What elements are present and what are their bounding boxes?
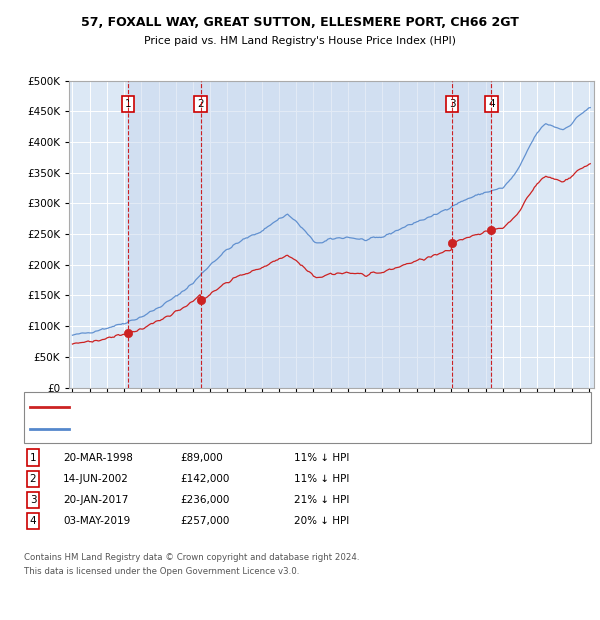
Text: 3: 3 [29,495,37,505]
Text: 2: 2 [29,474,37,484]
Bar [452,81,491,388]
Text: This data is licensed under the Open Government Licence v3.0.: This data is licensed under the Open Gov… [24,567,299,577]
Text: 20-JAN-2017: 20-JAN-2017 [63,495,128,505]
Text: £89,000: £89,000 [180,453,223,463]
Text: HPI: Average price, detached house, Cheshire West and Chester: HPI: Average price, detached house, Ches… [75,424,389,434]
Text: 1: 1 [125,99,131,109]
Text: 2: 2 [197,99,204,109]
Text: 20% ↓ HPI: 20% ↓ HPI [294,516,349,526]
Text: 57, FOXALL WAY, GREAT SUTTON, ELLESMERE PORT, CH66 2GT: 57, FOXALL WAY, GREAT SUTTON, ELLESMERE … [81,16,519,29]
Text: Price paid vs. HM Land Registry's House Price Index (HPI): Price paid vs. HM Land Registry's House … [144,36,456,46]
Text: 1: 1 [29,453,37,463]
Text: 4: 4 [29,516,37,526]
Bar [128,81,200,388]
Text: £257,000: £257,000 [180,516,229,526]
Text: 4: 4 [488,99,495,109]
Text: £236,000: £236,000 [180,495,229,505]
Text: 20-MAR-1998: 20-MAR-1998 [63,453,133,463]
Text: £142,000: £142,000 [180,474,229,484]
Text: 11% ↓ HPI: 11% ↓ HPI [294,474,349,484]
Text: 57, FOXALL WAY, GREAT SUTTON, ELLESMERE PORT, CH66 2GT (detached house): 57, FOXALL WAY, GREAT SUTTON, ELLESMERE … [75,402,472,412]
Text: 21% ↓ HPI: 21% ↓ HPI [294,495,349,505]
Text: 03-MAY-2019: 03-MAY-2019 [63,516,130,526]
Text: 3: 3 [449,99,455,109]
Text: 14-JUN-2002: 14-JUN-2002 [63,474,129,484]
Bar [200,81,452,388]
Text: Contains HM Land Registry data © Crown copyright and database right 2024.: Contains HM Land Registry data © Crown c… [24,553,359,562]
Text: 11% ↓ HPI: 11% ↓ HPI [294,453,349,463]
